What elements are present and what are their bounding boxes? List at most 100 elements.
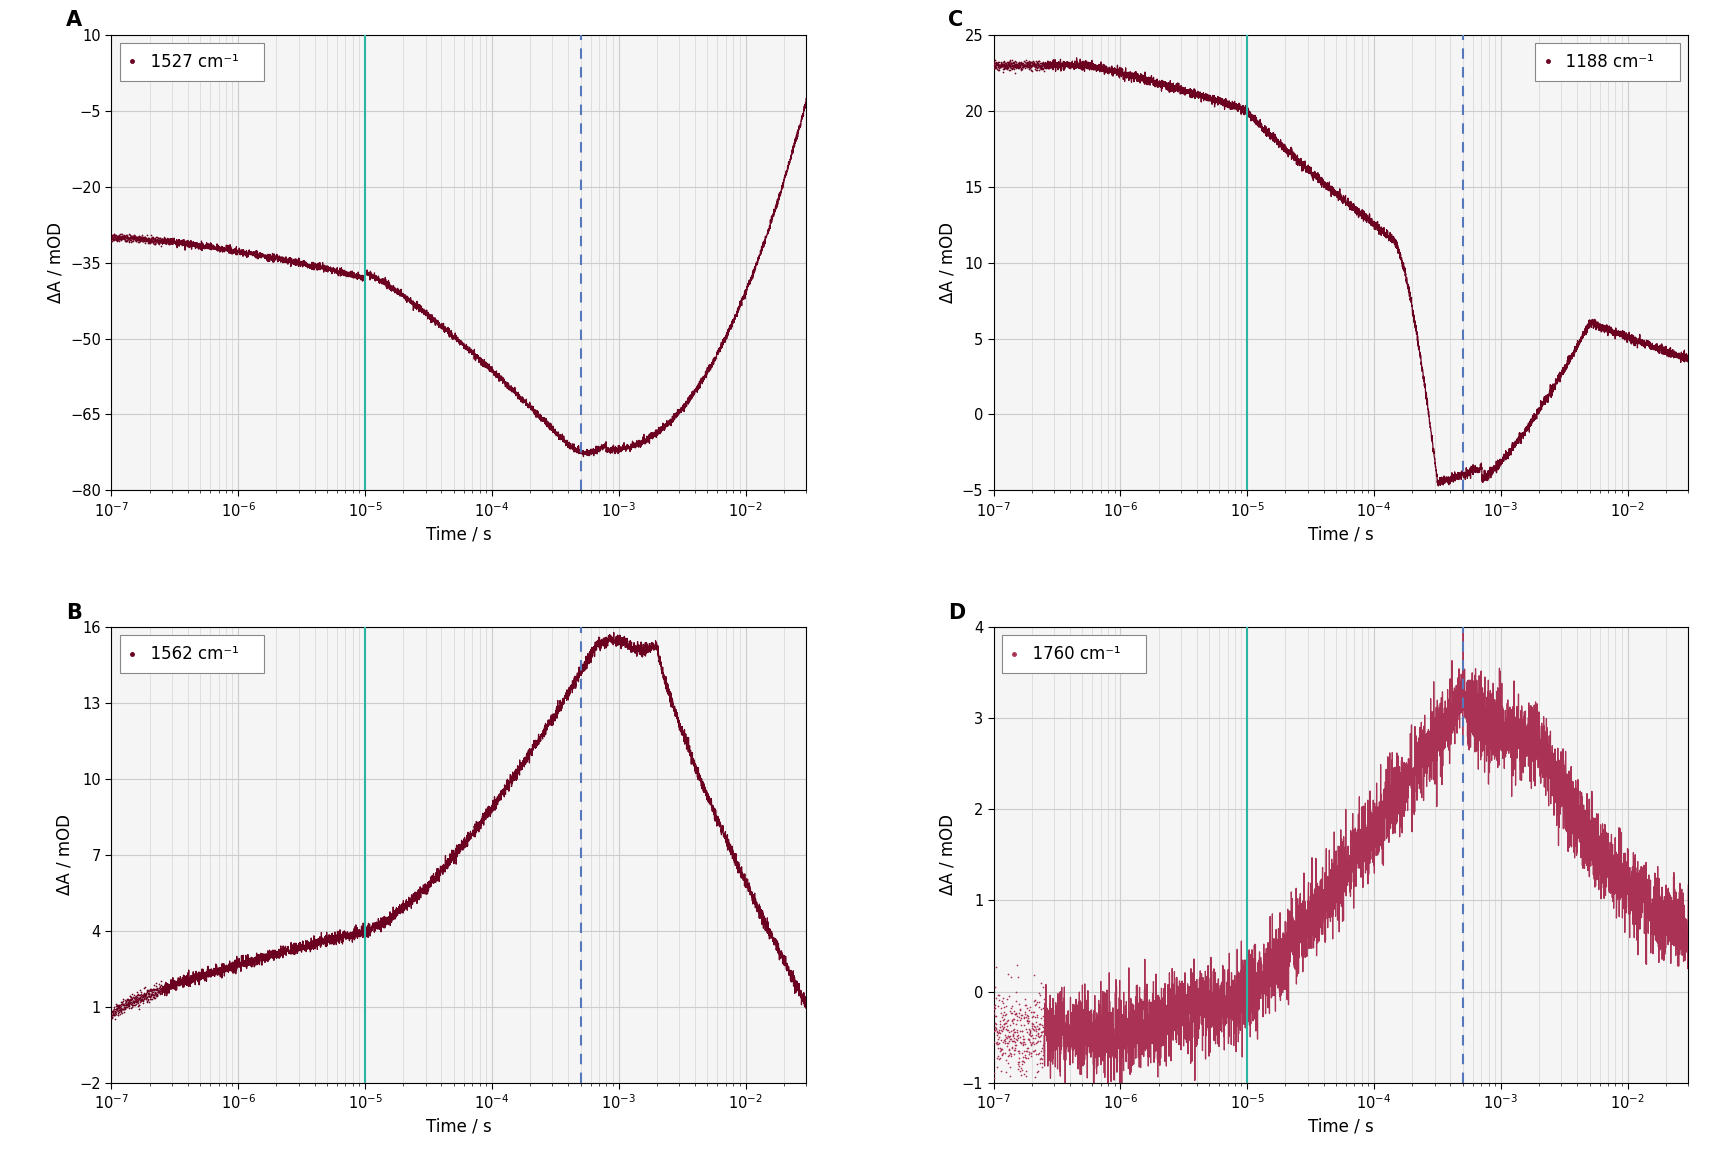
Point [1013, 1011, 1040, 1029]
Point [123, 229, 151, 248]
Point [984, 1031, 1011, 1049]
Point [1018, 57, 1046, 75]
Point [113, 995, 141, 1013]
Point [1020, 1042, 1047, 1061]
Point [129, 227, 156, 245]
Point [989, 1043, 1016, 1062]
Point [113, 232, 141, 250]
Point [122, 992, 149, 1011]
Point [118, 229, 146, 248]
Point [123, 228, 151, 247]
Point [994, 987, 1022, 1005]
Point [1008, 1021, 1035, 1040]
Point [113, 992, 141, 1011]
Point [130, 230, 158, 249]
Point [999, 1025, 1027, 1043]
Point [144, 233, 171, 251]
Point [1022, 54, 1049, 73]
Point [144, 982, 171, 1001]
Point [144, 228, 171, 247]
Point [127, 232, 154, 250]
Point [146, 982, 173, 1001]
Point [144, 981, 171, 999]
Point [120, 226, 147, 244]
Point [1001, 56, 1028, 74]
Point [1011, 990, 1039, 1009]
Point [998, 1004, 1025, 1023]
Point [115, 228, 142, 247]
Point [1011, 996, 1039, 1014]
Point [1023, 56, 1051, 74]
Point [123, 989, 151, 1007]
Point [144, 981, 171, 999]
Point [1020, 1014, 1047, 1033]
Point [1028, 999, 1056, 1018]
Point [99, 228, 127, 247]
Point [123, 997, 151, 1016]
Point [139, 985, 166, 1004]
Point [139, 233, 166, 251]
Point [1001, 53, 1028, 72]
Point [105, 999, 132, 1018]
Point [1006, 1028, 1034, 1047]
Point [986, 57, 1013, 75]
Point [1022, 1028, 1049, 1047]
Point [110, 227, 137, 245]
Point [1010, 1053, 1037, 1071]
Point [987, 56, 1015, 74]
Point [992, 59, 1020, 78]
Point [1015, 57, 1042, 75]
Point [998, 54, 1025, 73]
Point [147, 229, 175, 248]
Point [144, 987, 171, 1005]
Point [992, 59, 1020, 78]
Point [982, 989, 1010, 1007]
Point [147, 232, 175, 250]
Point [110, 999, 137, 1018]
Point [130, 228, 158, 247]
Point [980, 1018, 1008, 1036]
Point [1001, 1020, 1028, 1039]
Point [122, 228, 149, 247]
Point [982, 1021, 1010, 1040]
Point [1013, 1007, 1040, 1026]
Point [137, 989, 165, 1007]
Point [123, 232, 151, 250]
Point [1018, 56, 1046, 74]
Point [135, 233, 163, 251]
Point [994, 1046, 1022, 1064]
Point [105, 1006, 132, 1025]
Point [147, 982, 175, 1001]
Point [1013, 1020, 1040, 1039]
Point [980, 56, 1008, 74]
Point [98, 228, 125, 247]
Point [137, 230, 165, 249]
Point [1016, 53, 1044, 72]
Point [980, 1021, 1008, 1040]
Point [991, 998, 1018, 1017]
Point [987, 54, 1015, 73]
Point [1011, 57, 1039, 75]
Point [998, 53, 1025, 72]
Point [134, 984, 161, 1003]
Point [130, 232, 158, 250]
Point [1003, 1023, 1030, 1041]
Point [129, 229, 156, 248]
Point [1030, 54, 1058, 73]
Point [132, 989, 159, 1007]
Point [1003, 1036, 1030, 1055]
Point [98, 1003, 125, 1021]
Point [1028, 56, 1056, 74]
Point [992, 1020, 1020, 1039]
Point [1023, 1027, 1051, 1046]
Point [129, 230, 156, 249]
Point [101, 225, 129, 243]
Point [135, 232, 163, 250]
Point [141, 989, 168, 1007]
Point [142, 979, 170, 997]
Point [103, 230, 130, 249]
Point [111, 997, 139, 1016]
Point [1016, 53, 1044, 72]
Point [137, 982, 165, 1001]
Point [134, 229, 161, 248]
